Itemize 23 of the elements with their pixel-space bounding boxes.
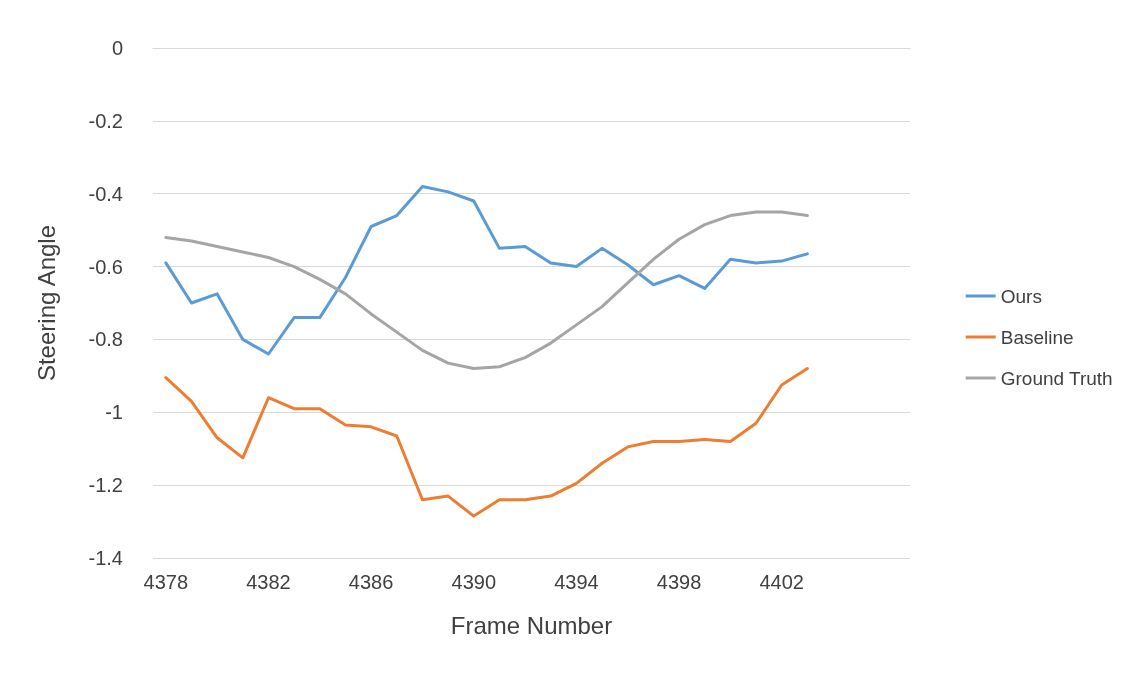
x-tick-label: 4390 bbox=[451, 571, 497, 593]
x-axis-title: Frame Number bbox=[450, 611, 613, 639]
legend-label: Baseline bbox=[1000, 326, 1074, 348]
line-series bbox=[164, 184, 809, 356]
x-tick-label: 4394 bbox=[554, 571, 599, 593]
y-tick-label: -0.6 bbox=[88, 255, 123, 278]
y-tick-label: -0.8 bbox=[88, 328, 123, 351]
x-tick-label: 4378 bbox=[143, 571, 189, 593]
x-tick-label: 4386 bbox=[348, 571, 394, 593]
line-series bbox=[164, 210, 809, 371]
x-tick-label: 4382 bbox=[246, 571, 291, 593]
y-tick-label: -1 bbox=[105, 401, 123, 424]
line-series bbox=[164, 367, 809, 518]
y-tick-label: -1.2 bbox=[88, 474, 123, 497]
x-tick-label: 4402 bbox=[759, 571, 804, 593]
legend-label: Ground Truth bbox=[1000, 367, 1113, 389]
x-tick-label: 4398 bbox=[656, 571, 702, 593]
y-axis-title: Steering Angle bbox=[32, 224, 60, 382]
y-tick-label: -0.4 bbox=[88, 182, 123, 205]
y-tick-label: -0.2 bbox=[88, 109, 123, 132]
y-tick-label: 0 bbox=[111, 37, 123, 59]
y-tick-label: -1.4 bbox=[88, 547, 123, 569]
legend-label: Ours bbox=[1000, 285, 1042, 307]
